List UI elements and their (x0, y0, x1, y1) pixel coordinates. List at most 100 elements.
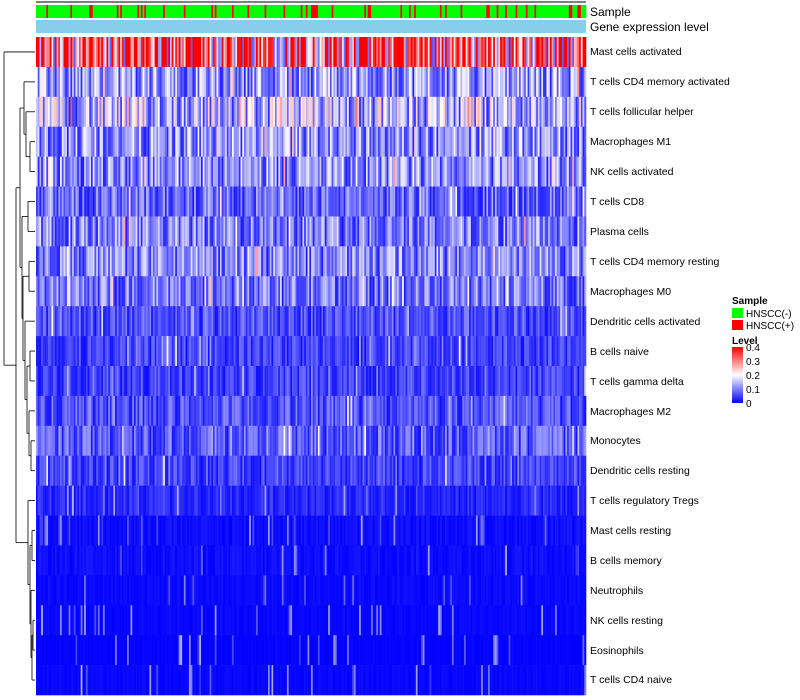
heatmap-cell (249, 395, 252, 427)
heatmap-cell (568, 216, 571, 247)
heatmap-cell (75, 216, 78, 247)
heatmap-cell (154, 276, 157, 307)
heatmap-cell (144, 216, 147, 247)
heatmap-cell (73, 425, 76, 457)
heatmap-cell (541, 66, 544, 98)
heatmap-cell (53, 66, 56, 98)
heatmap-cell (305, 366, 308, 397)
heatmap-cell (286, 336, 289, 367)
heatmap-cell (522, 37, 525, 68)
heatmap-cell (278, 156, 281, 187)
heatmap-cell (223, 246, 226, 277)
heatmap-cell (362, 216, 365, 247)
heatmap-cell (78, 425, 81, 457)
heatmap-cell (412, 126, 415, 157)
heatmap-cell (247, 216, 250, 247)
heatmap-cell (512, 276, 515, 307)
heatmap-cell (211, 425, 214, 457)
heatmap-cell (328, 216, 331, 247)
heatmap-cell (376, 366, 379, 397)
heatmap-cell (364, 216, 367, 247)
heatmap-cell (231, 186, 234, 217)
heatmap-cell (321, 246, 324, 277)
heatmap-cell (396, 216, 399, 247)
heatmap-cell (257, 276, 260, 307)
heatmap-cell (393, 126, 396, 157)
heatmap-cell (204, 306, 207, 337)
heatmap-cell (312, 216, 315, 247)
heatmap-cell (274, 37, 277, 68)
heatmap-cell (53, 96, 56, 128)
sample-annotation-cell (213, 5, 216, 18)
heatmap-cell (470, 66, 473, 98)
heatmap-cell (309, 306, 312, 337)
heatmap-cell (42, 336, 45, 367)
heatmap-cell (482, 37, 485, 68)
heatmap-cell (561, 96, 564, 128)
heatmap-cell (78, 186, 81, 217)
heatmap-cell (231, 246, 234, 277)
heatmap-cell (80, 336, 83, 367)
heatmap-cell (575, 246, 578, 277)
heatmap-cell (448, 366, 451, 397)
heatmap-cell (175, 186, 178, 217)
heatmap-cell (230, 455, 233, 486)
heatmap-cell (121, 425, 124, 457)
heatmap-cell (228, 455, 231, 486)
heatmap-cell (491, 126, 494, 157)
heatmap-cell (209, 216, 212, 247)
sample-annotation-cell (326, 5, 329, 18)
heatmap-cell (460, 66, 463, 98)
heatmap-cell (371, 395, 374, 427)
heatmap-cell (257, 246, 260, 277)
heatmap-cell (44, 425, 47, 457)
heatmap-cell (42, 246, 45, 277)
heatmap-cell (228, 425, 231, 457)
heatmap-cell (505, 366, 508, 397)
heatmap-cell (118, 126, 121, 157)
heatmap-cell (496, 156, 499, 187)
heatmap-cell (111, 425, 114, 457)
heatmap-cell (477, 306, 480, 337)
heatmap-cell (147, 96, 150, 128)
sample-annotation-cell (378, 5, 381, 18)
heatmap-cell (312, 66, 315, 98)
sample-annotation-cell (201, 5, 204, 18)
heatmap-cell (476, 276, 479, 307)
heatmap-cell (54, 425, 57, 457)
heatmap-cell (170, 186, 173, 217)
heatmap-cell (99, 336, 102, 367)
heatmap-cell (359, 306, 362, 337)
heatmap-cell (340, 156, 343, 187)
heatmap-cell (243, 336, 246, 367)
heatmap-cell (584, 126, 587, 157)
heatmap-cell (541, 276, 544, 307)
heatmap-cell (326, 126, 329, 157)
heatmap-cell (211, 96, 214, 128)
heatmap-cell (280, 96, 283, 128)
heatmap-cell (113, 455, 116, 486)
heatmap-cell (269, 37, 272, 68)
heatmap-cell (300, 216, 303, 247)
heatmap-cell (577, 395, 580, 427)
heatmap-cell (116, 126, 119, 157)
heatmap-cell (103, 366, 106, 397)
heatmap-cell (386, 395, 389, 427)
heatmap-cell (44, 306, 47, 337)
heatmap-cell (66, 66, 69, 98)
heatmap-cell (300, 395, 303, 427)
heatmap-cell (204, 276, 207, 307)
heatmap-cell (570, 246, 573, 277)
heatmap-cell (151, 425, 154, 457)
heatmap-cell (426, 336, 429, 367)
heatmap-cell (560, 96, 563, 128)
heatmap-cell (317, 395, 320, 427)
heatmap-cell (264, 96, 267, 128)
sample-annotation-cell (319, 5, 322, 18)
heatmap-cell (362, 96, 365, 128)
heatmap-cell (144, 425, 147, 457)
heatmap-cell (300, 66, 303, 98)
heatmap-cell (199, 216, 202, 247)
heatmap-cell (106, 126, 109, 157)
heatmap-cell (546, 216, 549, 247)
